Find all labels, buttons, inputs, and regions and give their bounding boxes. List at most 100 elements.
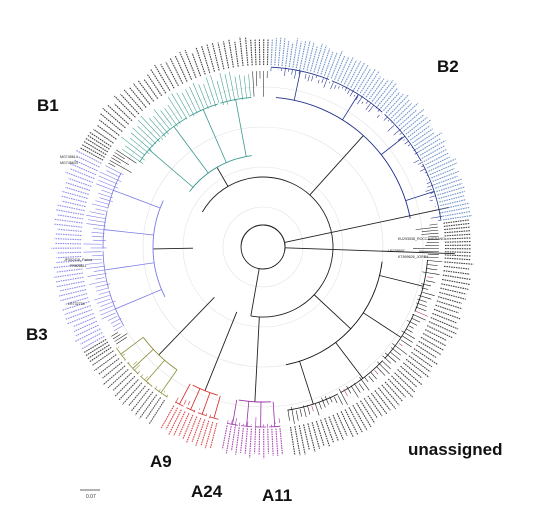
subclade-arc-b1 <box>161 117 188 137</box>
tip-label-mark-a11 <box>267 428 269 454</box>
subclade-stem-a9 <box>132 349 154 369</box>
tip-label-mark-b3 <box>65 186 89 195</box>
tip-label-mark-unassigned <box>443 265 470 270</box>
leaf-branch-b2 <box>393 128 401 136</box>
leaf-branch-unassigned <box>427 276 434 279</box>
leaf-branch-misc <box>423 256 439 259</box>
subclade-stem-b3 <box>115 289 162 310</box>
leaf-branch-unassigned <box>414 310 429 317</box>
tip-labels <box>51 36 474 459</box>
tip-label-mark-unassigned <box>367 395 383 417</box>
tip-label-mark-b1 <box>150 68 167 94</box>
leaf-branch-unassigned <box>408 325 414 329</box>
tip-label-mark-unassigned <box>397 369 418 388</box>
tip-label-mark-b1 <box>96 124 117 140</box>
tip-label-mark-b2 <box>323 51 334 76</box>
tip-label-mark-a9 <box>145 397 162 420</box>
tip-label-mark-b1 <box>234 41 239 67</box>
leaf-branch-a11 <box>234 417 237 427</box>
tip-label-mark-a24 <box>182 414 194 440</box>
leaf-branch-b1 <box>228 71 236 102</box>
leaf-branch-b3 <box>106 170 120 178</box>
tip-label-mark-a9 <box>139 394 158 419</box>
leaf-branch-b3 <box>88 280 107 285</box>
leaf-branch-b2 <box>347 90 350 94</box>
tip-label-mark-b2 <box>419 139 446 156</box>
tip-label-mark-a24 <box>204 421 214 449</box>
leaf-branch-unassigned <box>291 406 295 424</box>
subclade-stem-b1 <box>173 126 209 174</box>
leaf-branch-unassigned <box>417 298 427 303</box>
tip-label-mark-b2 <box>390 99 410 119</box>
clade-arc-a11 <box>238 399 272 403</box>
scale-bar: 0.07 <box>80 489 100 500</box>
tip-label-mark-unassigned <box>442 274 471 280</box>
tip-label-mark-b1 <box>239 36 244 67</box>
tip-label-mark-b2 <box>281 38 286 67</box>
leaf-branch-b1 <box>130 132 152 151</box>
leaf-branch-unassigned <box>398 343 403 346</box>
tip-label-mark-b3 <box>64 297 89 305</box>
tip-label-mark-unassigned <box>381 384 400 406</box>
clade-arc-b3 <box>152 200 166 298</box>
tip-label-mark-misc <box>87 134 110 150</box>
tip-label-mark-b3 <box>54 218 83 224</box>
leaf-branch-unassigned <box>324 395 329 405</box>
leaf-branch-b2 <box>417 161 424 165</box>
tip-label-mark-a11 <box>225 426 232 454</box>
clade-stem-a24 <box>204 311 238 391</box>
tip-label-mark-b2 <box>440 199 467 207</box>
tip-label-mark-b2 <box>428 158 456 172</box>
tip-label-mark-b1 <box>102 107 126 129</box>
tip-label-mark-a24 <box>186 416 198 443</box>
leaf-branch-b2 <box>425 188 433 192</box>
leaf-branch-misc <box>252 71 255 97</box>
tip-label-mark-b3 <box>65 182 91 191</box>
leaf-branch-b3 <box>110 317 122 324</box>
leaf-branch-b2 <box>413 159 419 164</box>
tip-label-farina: JF502416_Farina <box>64 258 92 262</box>
tip-label-mark-b2 <box>393 103 413 121</box>
leaf-branch-b2 <box>414 152 419 155</box>
subclade-stem-a11 <box>246 401 250 427</box>
leaf-branch-unassigned <box>406 328 413 333</box>
tip-label-mark-a9 <box>121 382 143 405</box>
tip-label-mark-b3 <box>72 316 96 328</box>
tip-label-mark-misc <box>444 233 471 237</box>
leaf-branch-a9 <box>154 386 158 389</box>
clade-label-b3: B3 <box>26 325 48 344</box>
tip-label-mark-a24 <box>178 413 190 437</box>
leaf-branch-unassigned <box>343 389 348 397</box>
tip-label-mark-unassigned <box>433 308 461 320</box>
leaf-branch-b2 <box>284 67 286 76</box>
leaf-branch-unassigned <box>368 375 374 383</box>
tip-label-mark-unassigned <box>303 424 310 451</box>
tip-label-mark-unassigned <box>422 333 446 347</box>
backbone-stem <box>250 268 260 317</box>
leaf-branch-b3 <box>86 265 106 269</box>
leaf-branch-unassigned <box>338 388 348 406</box>
tip-label-mark-b3 <box>70 168 95 180</box>
tip-label-mark-b3 <box>65 171 94 184</box>
tip-label-mark-unassigned <box>444 261 474 265</box>
tip-label-mark-b2 <box>435 178 462 189</box>
tip-label-mark-b2 <box>302 40 311 70</box>
subclade-stem-b1 <box>148 149 194 188</box>
tip-label-mark-unassigned <box>289 426 296 455</box>
tip-label-mark-b3 <box>56 251 82 254</box>
tip-label-mark-unassigned <box>432 312 458 324</box>
leaf-branch-unassigned <box>390 351 401 361</box>
leaf-branch-b3 <box>95 277 105 280</box>
tip-label-mark-a24 <box>165 407 179 430</box>
leaf-branch-unassigned <box>334 396 338 404</box>
tip-label-mark-b2 <box>320 48 331 75</box>
tip-label-mark-unassigned <box>294 426 301 456</box>
tip-label-mark-b3 <box>57 214 84 220</box>
tip-label-mark-b3 <box>60 195 87 204</box>
tip-label-mark-b1 <box>114 95 136 118</box>
tip-label-mark-unassigned <box>443 270 470 275</box>
leaf-branch-b1 <box>189 86 201 111</box>
leaf-branch-b2 <box>429 195 437 198</box>
tip-label-mark-a9 <box>134 391 154 416</box>
leaf-branch-b1 <box>137 125 157 145</box>
